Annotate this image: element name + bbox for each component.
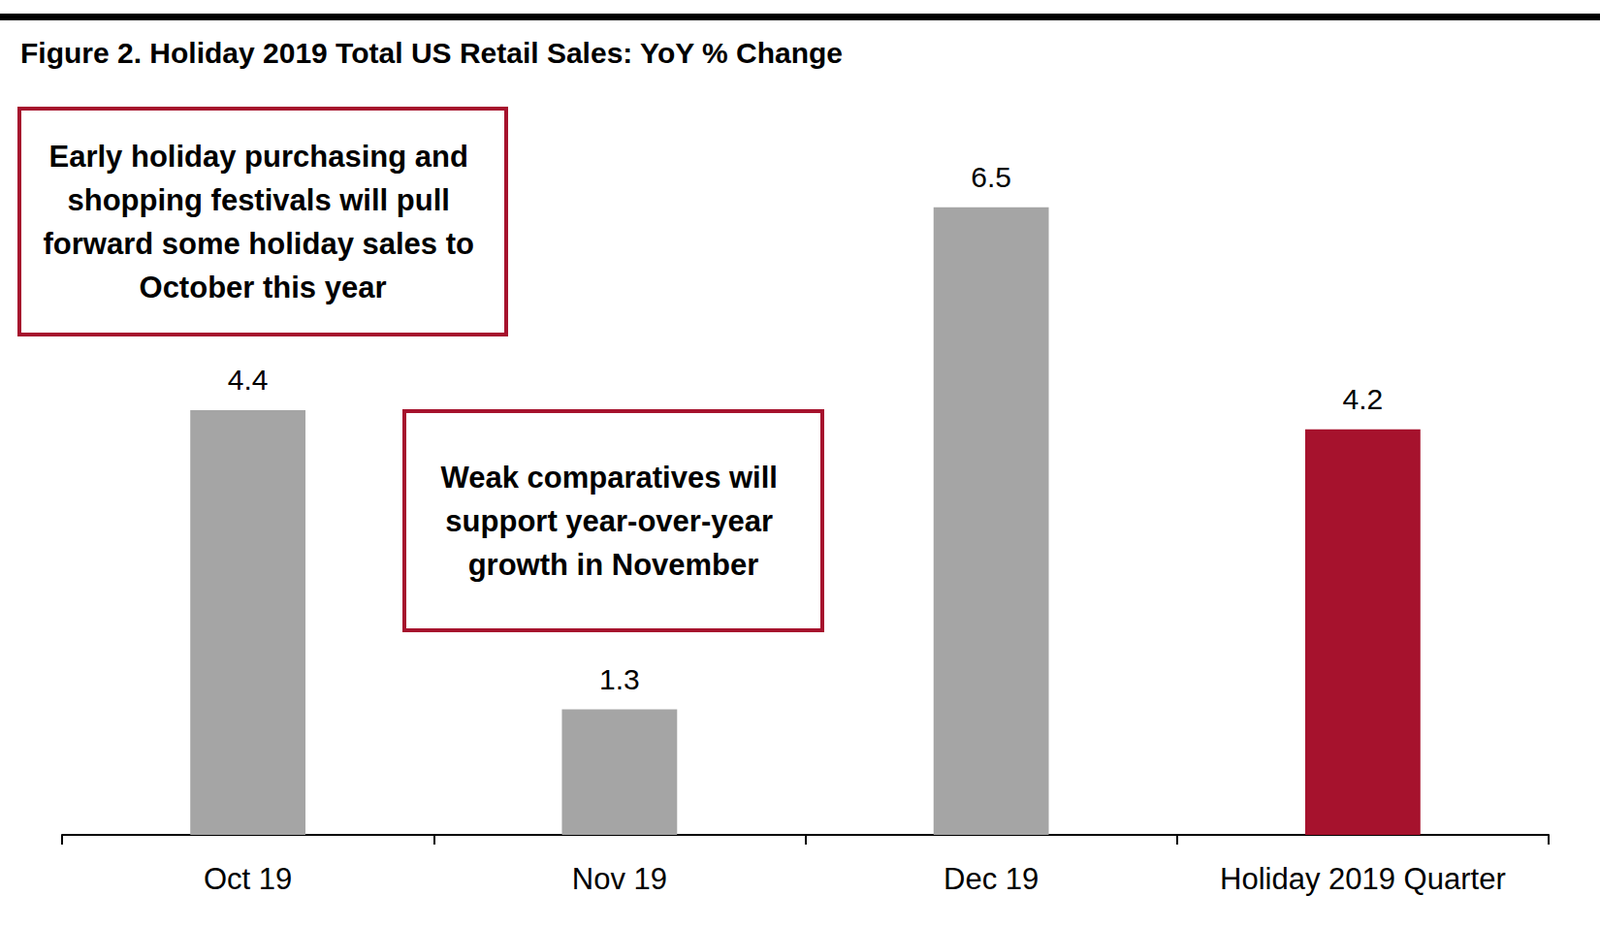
svg-text:forward some holiday sales to: forward some holiday sales to — [42, 226, 482, 261]
svg-text:6.5: 6.5 — [970, 160, 1012, 193]
svg-text:Oct 19: Oct 19 — [203, 862, 292, 896]
svg-text:October this year: October this year — [139, 270, 387, 305]
svg-text:4.4: 4.4 — [227, 363, 269, 396]
svg-text:shopping festivals will pull: shopping festivals will pull — [66, 183, 458, 218]
svg-text:Dec 19: Dec 19 — [943, 862, 1039, 896]
svg-text:Weak comparatives will: Weak comparatives will — [440, 460, 786, 495]
svg-text:4.2: 4.2 — [1343, 383, 1384, 416]
svg-text:Early holiday purchasing and: Early holiday purchasing and — [49, 139, 478, 174]
svg-text:support year-over-year: support year-over-year — [445, 504, 781, 539]
svg-text:Nov 19: Nov 19 — [572, 862, 668, 896]
svg-text:growth in November: growth in November — [468, 547, 760, 582]
svg-text:Holiday 2019 Quarter: Holiday 2019 Quarter — [1219, 862, 1506, 896]
svg-text:1.3: 1.3 — [599, 663, 640, 696]
svg-text:Figure 2. Holiday 2019 Total U: Figure 2. Holiday 2019 Total US Retail S… — [20, 36, 843, 69]
